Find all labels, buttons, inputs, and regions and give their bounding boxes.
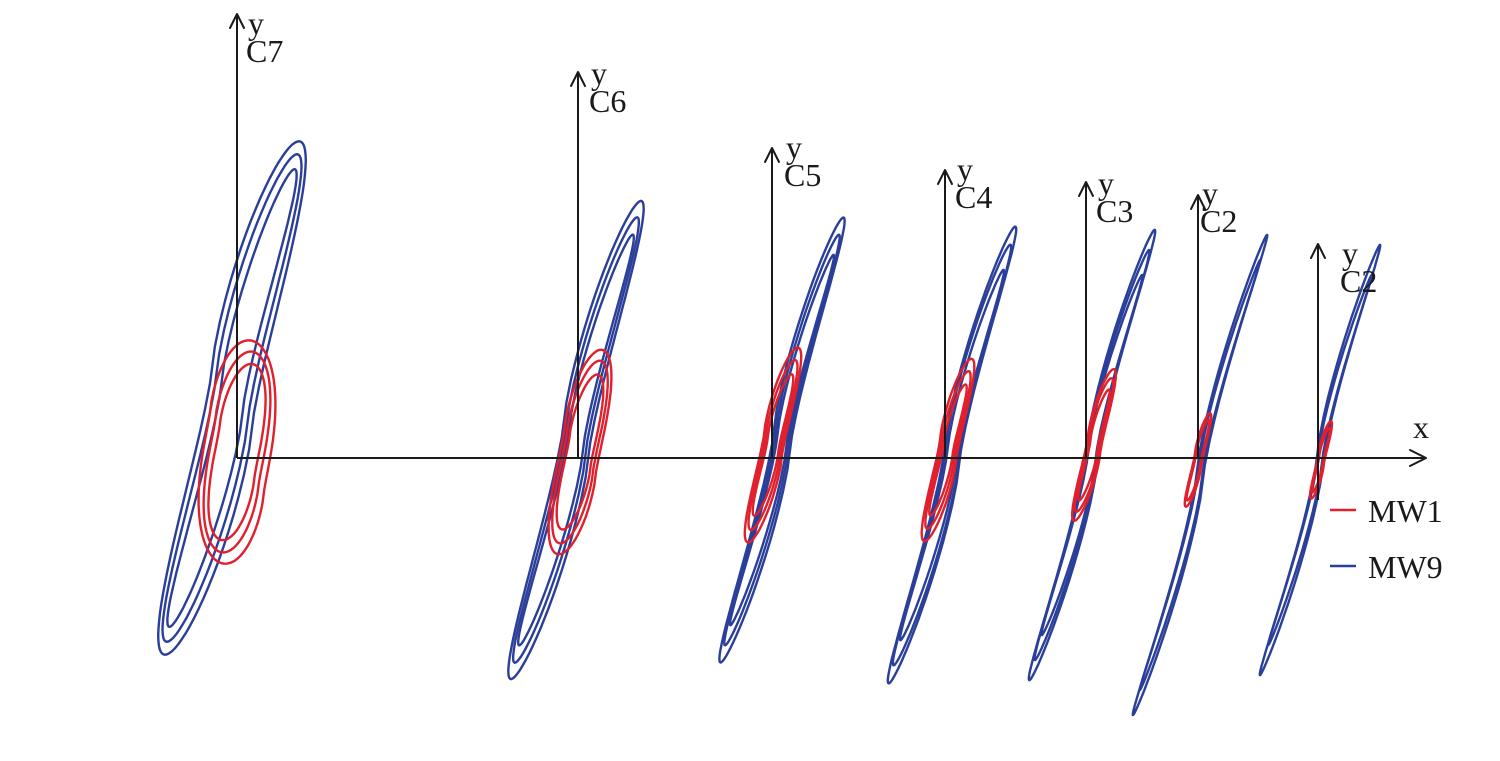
mw9-loop-panel-1-1 (166, 168, 298, 628)
panel-3-y-arrow (764, 147, 780, 163)
mw9-loop-panel-3-3 (718, 216, 846, 664)
mw1-loop-panel-1-3 (197, 339, 277, 565)
mw9-loop-panel-6-2 (1131, 233, 1269, 717)
mw9-loop-panel-2-2 (511, 216, 641, 664)
mw1-loop-panel-4-1 (928, 383, 968, 517)
mw9-loop-panel-5-3 (1027, 228, 1157, 682)
mw1-loop-panel-4-2 (924, 370, 972, 530)
legend-label-mw1: MW1 (1368, 493, 1443, 529)
panel-2-y-label: y (591, 55, 607, 91)
mw1-loop-panel-3-2 (747, 358, 799, 532)
axes: x (237, 409, 1429, 467)
mw1-loop-panel-2-3 (547, 348, 613, 556)
legend: MW1 MW9 (1330, 493, 1443, 585)
mw9-loop-panel-4-1 (898, 268, 1006, 642)
mw1-loop-panel-5-3 (1071, 368, 1117, 522)
mw1-loop-panel-3-3 (743, 346, 803, 544)
mw1-loop-panel-2-1 (555, 373, 605, 531)
mw1-loop-panel-7-2 (1308, 420, 1334, 500)
mw9-loop-panel-7-2 (1258, 243, 1382, 677)
panel-4-title: C4 (955, 179, 992, 215)
panel-4-y-label: y (957, 151, 973, 187)
panel-1-title: C7 (246, 33, 283, 69)
mw1-loop-panel-1-1 (207, 362, 267, 542)
mw9-loop-panel-5-2 (1033, 248, 1151, 662)
panel-5-y-label: y (1098, 165, 1114, 201)
mw1-loop-panel-5-1 (1077, 388, 1111, 502)
mw9-loop-panel-1-3 (157, 140, 307, 656)
panel-3-y-label: y (786, 129, 802, 165)
mw9-loop-panel-4-3 (886, 225, 1018, 685)
panel-6-title: C2 (1200, 203, 1237, 239)
x-axis-arrow (1409, 449, 1427, 467)
panel-1-y-arrow (229, 13, 245, 29)
mw9-loop-panel-2-1 (517, 233, 635, 647)
mw9-loop-panel-3-1 (728, 253, 836, 627)
panel-3-title: C5 (784, 157, 821, 193)
panel-5-y-arrow (1078, 181, 1094, 197)
mw9-loop-panel-3-2 (723, 233, 841, 647)
mw1-loop-panel-4-3 (920, 357, 976, 543)
mw1-loop-panel-1-2 (202, 350, 272, 554)
x-axis-label: x (1413, 409, 1429, 445)
panel-6-y-arrow (1190, 194, 1206, 210)
panel-1-y-label: y (248, 5, 264, 41)
panel-6-y-label: y (1202, 175, 1218, 211)
panel-7-title: C2 (1340, 263, 1377, 299)
panel-7-y-arrow (1310, 243, 1326, 259)
panel-2-title: C6 (589, 83, 626, 119)
panel-2-y-arrow (570, 71, 586, 87)
panel-7-y-label: y (1342, 235, 1358, 271)
panel-4-y-arrow (937, 169, 953, 185)
mw9-loop-panel-1-2 (161, 153, 303, 643)
hysteresis-loops (157, 140, 1382, 717)
mw1-loop-panel-2-2 (551, 359, 609, 545)
mw1-loop-panel-6-2 (1183, 412, 1213, 508)
legend-label-mw9: MW9 (1368, 549, 1443, 585)
mw9-loop-panel-2-3 (507, 199, 645, 681)
panel-5-title: C3 (1096, 193, 1133, 229)
mw1-loop-panel-3-1 (751, 373, 795, 517)
